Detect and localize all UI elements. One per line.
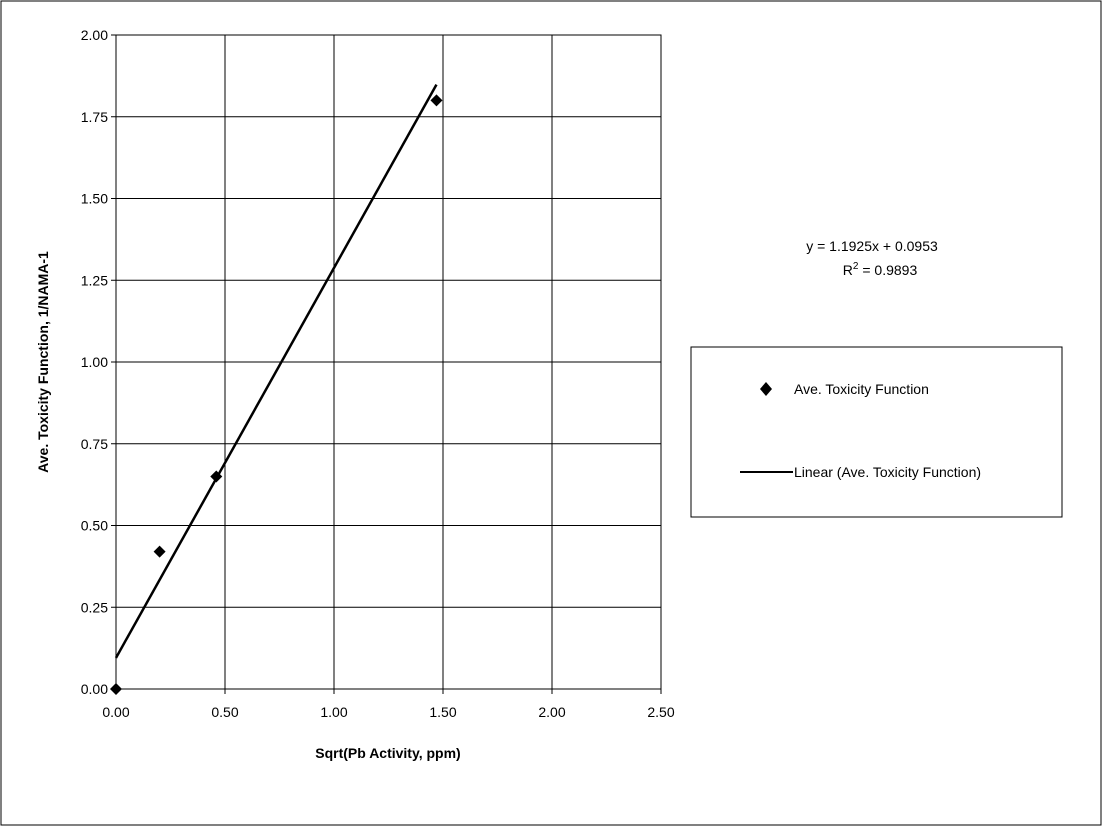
- y-tick-label: 1.00: [81, 354, 108, 370]
- trendline: [114, 84, 438, 659]
- data-point: [153, 545, 166, 558]
- y-tick-label: 1.75: [81, 109, 108, 125]
- y-tick-label: 0.00: [81, 681, 108, 697]
- x-axis-title: Sqrt(Pb Activity, ppm): [315, 745, 460, 761]
- x-tick-label: 0.50: [211, 704, 238, 720]
- x-tick-label: 2.50: [647, 704, 674, 720]
- y-axis-title: Ave. Toxicity Function, 1/NAMA-1: [35, 251, 51, 473]
- data-point: [110, 683, 122, 695]
- x-tick-label: 0.00: [102, 704, 129, 720]
- legend: Ave. Toxicity Function Linear (Ave. Toxi…: [690, 346, 1063, 518]
- y-axis-ticks: 0.00 0.25 0.50 0.75 1.00 1.25 1.50 1.75 2.00: [81, 27, 116, 697]
- legend-label-trend: Linear (Ave. Toxicity Function): [794, 464, 981, 480]
- trendline-group: [114, 84, 438, 659]
- y-tick-label: 1.50: [81, 191, 108, 207]
- r-squared-superscript: 2: [853, 261, 859, 272]
- legend-label-series: Ave. Toxicity Function: [794, 381, 929, 397]
- data-point: [210, 470, 223, 483]
- x-tick-label: 1.50: [429, 704, 456, 720]
- x-tick-label: 1.00: [320, 704, 347, 720]
- data-point: [430, 94, 443, 107]
- y-tick-label: 0.25: [81, 599, 108, 615]
- y-tick-label: 1.25: [81, 272, 108, 288]
- r-squared-value: = 0.9893: [858, 262, 917, 278]
- legend-marker-diamond: [760, 382, 772, 396]
- legend-box: [690, 346, 1063, 518]
- data-points: [110, 94, 443, 695]
- r-squared-symbol: R: [843, 262, 853, 278]
- x-axis-ticks: 0.00 0.50 1.00 1.50 2.00 2.50: [102, 689, 675, 720]
- y-tick-label: 0.75: [81, 436, 108, 452]
- x-tick-label: 2.00: [538, 704, 565, 720]
- y-tick-label: 0.50: [81, 518, 108, 534]
- grid: [115, 34, 662, 690]
- r-squared: R2 = 0.9893: [843, 261, 918, 278]
- y-tick-label: 2.00: [81, 27, 108, 43]
- regression-equation: y = 1.1925x + 0.0953: [806, 238, 938, 254]
